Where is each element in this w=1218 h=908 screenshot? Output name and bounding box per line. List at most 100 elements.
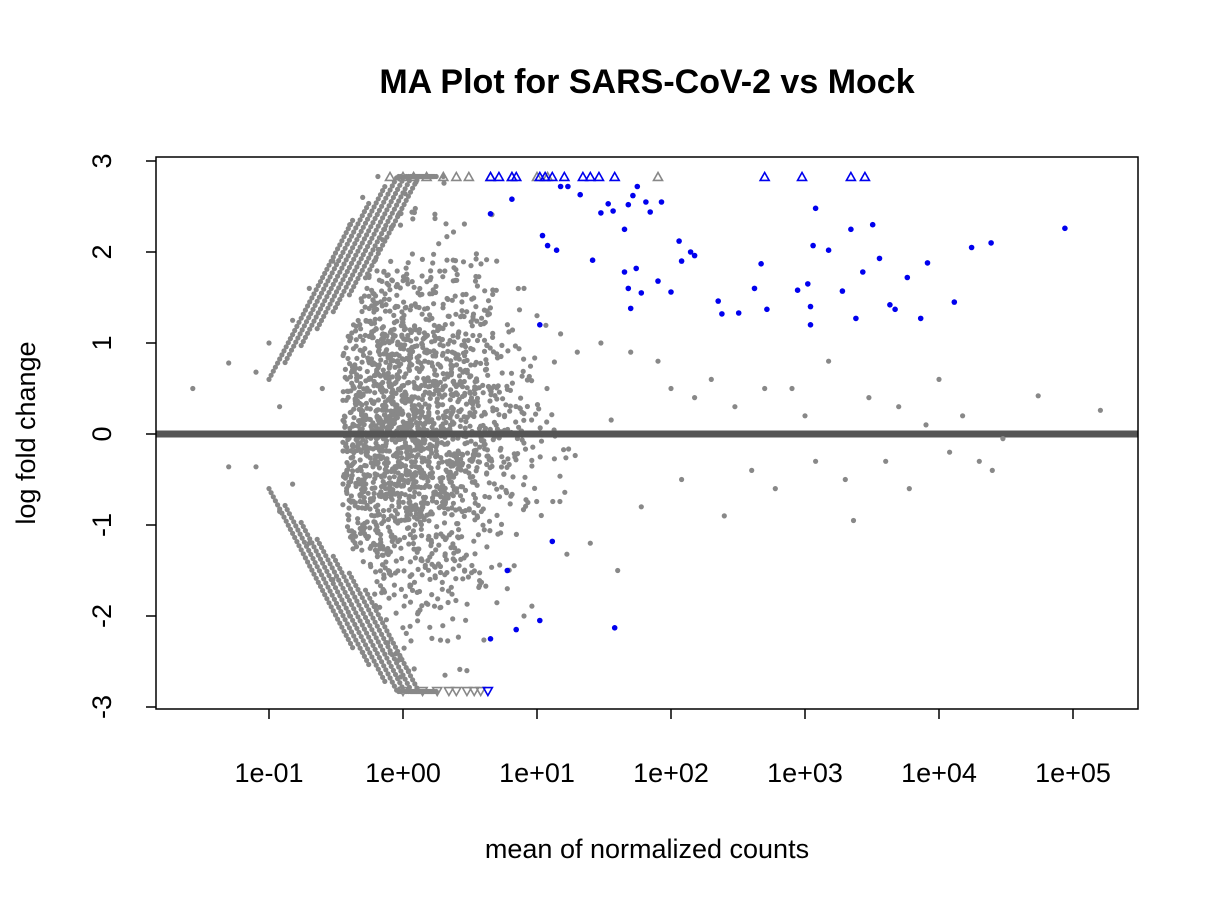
- cloud-point: [357, 333, 363, 339]
- cloud-point: [472, 362, 478, 368]
- cloud-point: [389, 538, 395, 545]
- cloud-point: [426, 317, 432, 323]
- cloud-point: [445, 461, 451, 467]
- cloud-point: [373, 569, 379, 575]
- cloud-point: [396, 477, 402, 483]
- streak-point: [362, 614, 369, 621]
- cloud-point: [472, 278, 479, 284]
- cloud-point: [395, 342, 401, 348]
- cloud-point: [544, 419, 550, 425]
- streak-point: [366, 607, 372, 613]
- streak-point: [367, 212, 373, 218]
- cloud-point: [384, 333, 390, 339]
- cloud-point: [389, 497, 395, 503]
- data-point: [290, 317, 296, 323]
- streak-point: [322, 270, 328, 276]
- cloud-point: [437, 268, 443, 274]
- data-point: [1062, 225, 1068, 232]
- streak-point: [329, 592, 335, 598]
- streak-point: [308, 551, 314, 558]
- cloud-point: [411, 284, 417, 290]
- cloud-point: [431, 322, 437, 328]
- data-point: [643, 199, 649, 205]
- cloud-point: [394, 372, 401, 379]
- cloud-point: [346, 513, 352, 519]
- streak-point: [348, 574, 355, 580]
- cloud-point: [372, 316, 378, 322]
- cloud-point: [367, 525, 373, 531]
- significant-series: [482, 170, 1068, 698]
- streak-point: [354, 264, 360, 270]
- cloud-point: [364, 405, 370, 411]
- streak-point: [338, 608, 344, 615]
- data-point: [633, 265, 639, 272]
- cloud-point: [442, 322, 448, 328]
- streak-point: [362, 642, 369, 648]
- streak-point: [270, 368, 276, 374]
- streak-point: [374, 239, 380, 245]
- cloud-point: [405, 477, 412, 484]
- out-of-range-down-marker: [461, 686, 473, 698]
- cloud-point: [490, 437, 496, 443]
- streak-point: [335, 616, 341, 622]
- cloud-point: [359, 499, 366, 505]
- cloud-point: [453, 355, 459, 361]
- data-point: [589, 257, 596, 264]
- cloud-point: [391, 320, 397, 326]
- axis-ticks: 1e-01 1e+00 1e+01 1e+02 1e+03 1e+04 1e+05-3-2-…: [87, 153, 1111, 788]
- streak-point: [279, 352, 285, 358]
- cloud-point: [363, 449, 369, 455]
- streak-point: [381, 199, 387, 205]
- streak-point: [346, 597, 352, 604]
- cloud-point: [472, 409, 478, 415]
- cloud-point: [463, 419, 469, 425]
- streak-point: [358, 606, 364, 612]
- cloud-point: [341, 413, 348, 419]
- cloud-point: [450, 493, 456, 499]
- cloud-point: [361, 472, 367, 478]
- cloud-point: [466, 506, 472, 512]
- cloud-point: [376, 465, 382, 471]
- streak-point: [283, 344, 289, 350]
- cloud-point: [355, 520, 361, 526]
- cloud-point: [437, 563, 444, 570]
- cloud-point: [513, 457, 519, 463]
- cloud-point: [365, 534, 372, 540]
- cloud-point: [449, 512, 455, 518]
- cloud-point: [375, 338, 381, 345]
- data-point: [190, 385, 196, 392]
- cloud-point: [442, 268, 448, 274]
- streak-point: [374, 623, 380, 629]
- cloud-point: [423, 600, 429, 606]
- cloud-point: [353, 328, 359, 334]
- streak-point: [331, 569, 337, 575]
- cloud-point: [403, 630, 409, 637]
- streak-point: [373, 200, 379, 206]
- cloud-point: [450, 229, 457, 235]
- streak-point: [332, 305, 339, 311]
- streak-point: [388, 636, 394, 642]
- data-point: [630, 192, 636, 199]
- streak-point: [302, 307, 308, 313]
- streak-point: [316, 540, 322, 547]
- cloud-point: [487, 528, 493, 534]
- cloud-point: [452, 351, 459, 357]
- cloud-point: [426, 459, 432, 465]
- streak-point: [318, 290, 325, 296]
- cloud-point: [438, 423, 444, 429]
- cloud-point: [383, 348, 389, 354]
- cloud-point: [357, 540, 364, 546]
- streak-point: [359, 267, 365, 273]
- cloud-point: [361, 386, 367, 392]
- cloud-point: [362, 304, 368, 310]
- cloud-point: [412, 555, 418, 561]
- cloud-point: [400, 483, 406, 489]
- cloud-point: [538, 512, 544, 519]
- streak-point: [355, 586, 361, 593]
- streak-point: [353, 637, 359, 643]
- x-axis-label: mean of normalized counts: [485, 834, 809, 864]
- streak-point: [367, 267, 373, 273]
- streak-point: [339, 265, 345, 271]
- cloud-point: [391, 312, 397, 318]
- streak-point: [384, 234, 390, 240]
